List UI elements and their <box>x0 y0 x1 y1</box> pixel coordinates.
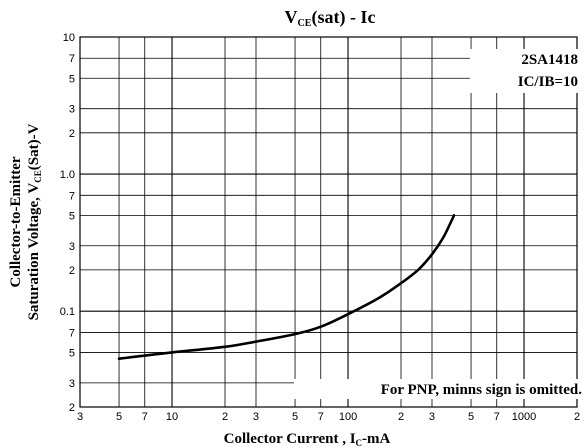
x-tick-label: 7 <box>318 411 324 423</box>
y-tick-label: 5 <box>69 73 75 85</box>
x-tick-label: 7 <box>494 411 500 423</box>
y-tick-label: 7 <box>69 190 75 202</box>
y-tick-label: 5 <box>69 210 75 222</box>
x-tick-label: 1000 <box>512 411 536 423</box>
series-line <box>117 214 456 360</box>
y-tick-label: 2 <box>69 128 75 140</box>
x-tick-label: 3 <box>429 411 435 423</box>
x-tick-label: 2 <box>222 411 228 423</box>
y-tick-label: 5 <box>69 347 75 359</box>
x-tick-label: 5 <box>116 411 122 423</box>
y-tick-label: 7 <box>69 327 75 339</box>
x-tick-label: 3 <box>77 411 83 423</box>
y-tick-label: 1.0 <box>60 169 75 181</box>
x-tick-label: 5 <box>292 411 298 423</box>
y-tick-label: 10 <box>63 32 75 44</box>
y-tick-label: 3 <box>69 104 75 116</box>
part-number-label: 2SA1418 <box>521 52 578 68</box>
x-tick-label: 100 <box>339 411 357 423</box>
y-tick-label: 2 <box>69 265 75 277</box>
y-tick-labels: 2 3 5 7 0.1 2 3 5 7 1.0 2 3 5 7 10 <box>60 32 75 414</box>
footnote-box <box>294 379 585 399</box>
plot-frame <box>79 36 578 408</box>
x-axis-label: Collector Current , IC-mA <box>224 431 391 448</box>
annotation-box <box>470 49 583 93</box>
x-tick-labels: 3 5 7 10 2 3 5 7 100 2 3 5 7 1000 2 <box>77 411 580 423</box>
x-tick-label: 3 <box>253 411 259 423</box>
condition-label: IC/IB=10 <box>518 74 578 90</box>
x-tick-label: 7 <box>142 411 148 423</box>
x-tick-label: 10 <box>166 411 178 423</box>
chart-title: VCE(sat) - Ic <box>285 7 376 29</box>
y-tick-label: 3 <box>69 378 75 390</box>
y-tick-label: 3 <box>69 241 75 253</box>
y-axis-label-line1: Collector-to-Emitter <box>8 156 24 287</box>
footnote-label: For PNP, minns sign is omitted. <box>381 382 583 398</box>
y-tick-label: 2 <box>69 402 75 414</box>
y-tick-label: 7 <box>69 53 75 65</box>
x-tick-label: 2 <box>398 411 404 423</box>
y-axis-label-line2: Saturation Voltage, VCE(Sat)-V <box>26 123 43 320</box>
y-tick-label: 0.1 <box>60 306 75 318</box>
x-tick-label: 2 <box>574 411 580 423</box>
x-tick-label: 5 <box>468 411 474 423</box>
